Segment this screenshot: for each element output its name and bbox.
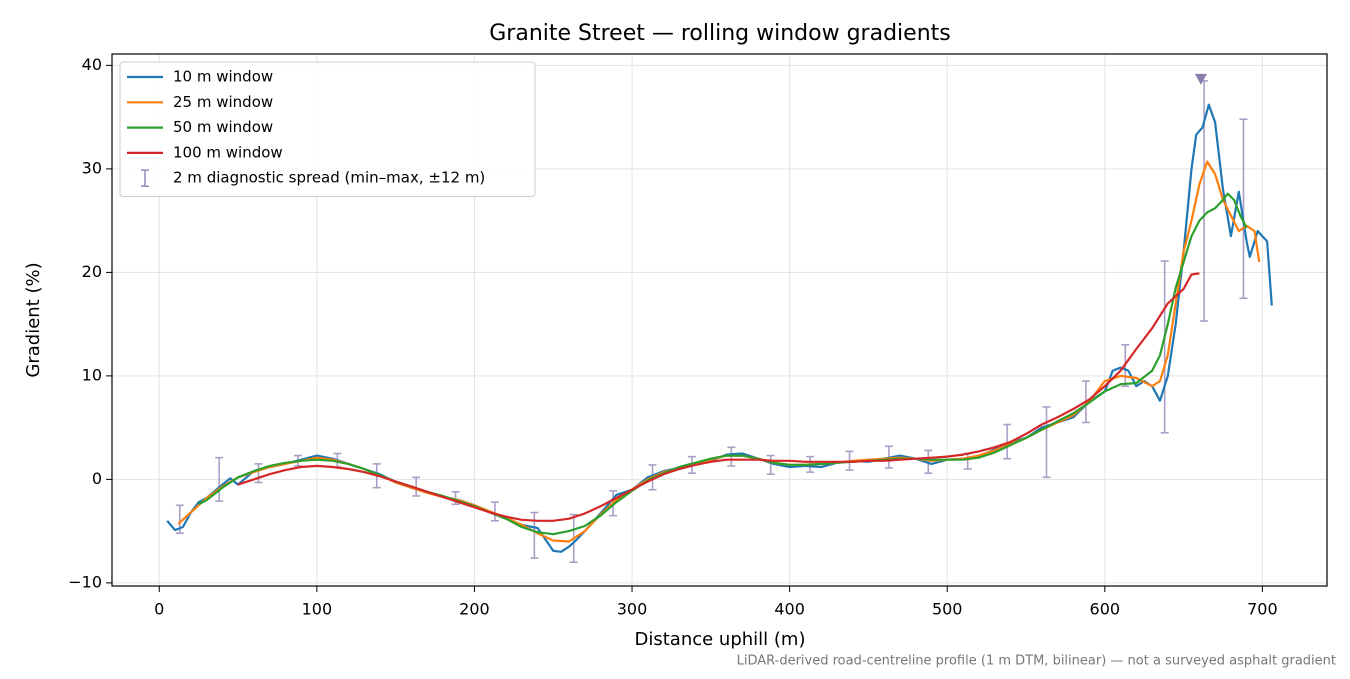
legend-box: [119, 61, 536, 197]
legend-label: 100 m window: [173, 143, 283, 161]
error-bar: [1200, 80, 1209, 322]
legend-label: 2 m diagnostic spread (min–max, ±12 m): [173, 169, 485, 187]
legend-swatch: [141, 169, 149, 187]
legend-label: 25 m window: [173, 93, 273, 111]
x-tick-label: 300: [617, 600, 648, 619]
x-tick-label: 500: [932, 600, 963, 619]
x-tick-label: 200: [459, 600, 490, 619]
error-bar: [412, 476, 421, 497]
series-line: [237, 272, 1200, 522]
footnote: LiDAR-derived road-centreline profile (1…: [737, 654, 1336, 669]
x-tick-label: 400: [774, 600, 805, 619]
error-bar: [766, 454, 775, 476]
x-tick-label: 100: [302, 600, 333, 619]
peak-marker: [1194, 73, 1207, 85]
legend-label: 10 m window: [173, 68, 273, 86]
error-bar: [1042, 406, 1051, 479]
error-bar: [215, 456, 224, 502]
y-axis-label: Gradient (%): [23, 262, 44, 377]
error-bar: [1239, 118, 1248, 300]
x-tick-label: 600: [1090, 600, 1121, 619]
error-bar: [1003, 423, 1012, 460]
y-tick-label: 20: [82, 262, 102, 281]
error-bar: [963, 452, 972, 470]
series-line: [177, 160, 1261, 543]
error-bar: [1160, 260, 1169, 434]
y-tick-label: 0: [92, 469, 102, 488]
series-line: [198, 192, 1248, 536]
y-tick-label: 10: [82, 365, 102, 384]
legend: 10 m window 25 m window 50 m window 100 m w…: [119, 61, 536, 197]
error-bar: [490, 501, 499, 522]
x-tick-label: 700: [1247, 600, 1278, 619]
y-tick-label: 30: [82, 158, 102, 177]
error-bar: [254, 463, 263, 484]
y-tick-label: −10: [68, 572, 102, 591]
x-tick-label: 0: [154, 600, 164, 619]
chart-title: Granite Street — rolling window gradient…: [489, 21, 950, 46]
y-tick-label: 40: [82, 55, 102, 74]
legend-label: 50 m window: [173, 118, 273, 136]
x-axis-label: Distance uphill (m): [635, 629, 806, 650]
plot-frame: [111, 53, 1328, 587]
